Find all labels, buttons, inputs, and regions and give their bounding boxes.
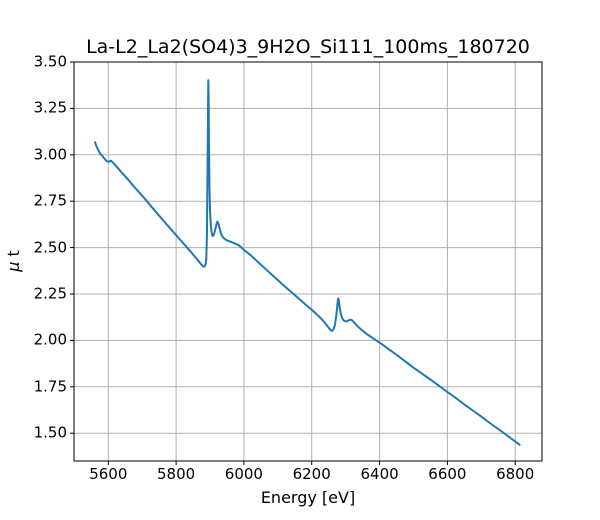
y-tick-label: 1.75 <box>33 377 67 396</box>
y-tick-label: 1.50 <box>33 423 67 442</box>
y-tick-label: 2.50 <box>33 238 67 257</box>
axes-border <box>73 61 543 462</box>
spectrum-line <box>94 79 521 446</box>
x-tick-label: 6400 <box>360 465 399 483</box>
y-tick-label: 3.50 <box>33 52 67 71</box>
y-tick-label: 3.25 <box>33 98 67 117</box>
x-tick-label: 5800 <box>157 465 196 483</box>
x-tick-label: 6800 <box>496 465 535 483</box>
y-axis-label-mu: μ <box>4 261 23 272</box>
x-axis-label: Energy [eV] <box>260 488 356 507</box>
y-tick-label: 2.75 <box>33 191 67 210</box>
y-tick-label: 3.00 <box>33 145 67 164</box>
x-tick-label: 6000 <box>224 465 263 483</box>
y-tick-label: 2.25 <box>33 284 67 303</box>
x-tick-label: 5600 <box>89 465 128 483</box>
y-tick-label: 2.00 <box>33 330 67 349</box>
x-tick-label: 6200 <box>292 465 331 483</box>
x-tick-label: 6600 <box>428 465 467 483</box>
plot-title: La-L2_La2(SO4)3_9H2O_Si111_100ms_180720 <box>86 36 530 58</box>
